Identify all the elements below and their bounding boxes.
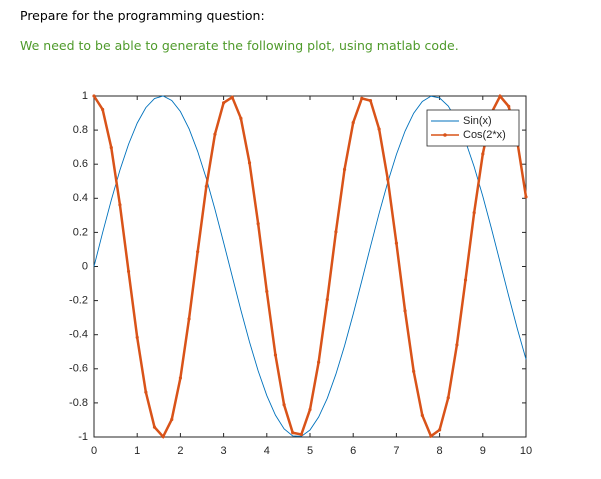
marker — [92, 94, 96, 98]
task-line: We need to be able to generate the follo… — [20, 38, 459, 53]
marker — [334, 230, 338, 234]
marker — [144, 390, 148, 394]
marker — [429, 434, 433, 438]
legend: Sin(x) Cos(2*x) — [426, 109, 520, 147]
y-tick-label: 0.2 — [73, 226, 88, 238]
x-tick-label: 7 — [393, 445, 399, 457]
marker — [351, 120, 355, 125]
marker — [178, 376, 182, 380]
marker — [170, 417, 174, 422]
marker — [498, 94, 502, 98]
marker — [101, 107, 105, 112]
marker — [342, 167, 347, 171]
legend-label: Sin(x) — [463, 115, 492, 127]
y-tick-label: -0.6 — [69, 363, 88, 375]
marker — [109, 146, 113, 150]
marker — [161, 435, 165, 439]
marker — [126, 269, 131, 274]
x-tick-label: 6 — [350, 445, 356, 457]
marker — [455, 343, 459, 347]
y-tick-label: 1 — [82, 90, 88, 102]
x-tick-label: 4 — [264, 445, 270, 457]
y-tick-label: -0.4 — [69, 329, 88, 341]
marker — [213, 132, 217, 136]
y-tick-label: -0.2 — [69, 295, 88, 307]
marker — [317, 360, 321, 364]
marker — [472, 211, 476, 215]
x-tick-label: 1 — [134, 445, 140, 457]
marker — [247, 161, 252, 165]
marker — [394, 241, 398, 245]
marker — [152, 425, 157, 429]
marker — [524, 195, 528, 199]
marker — [187, 317, 191, 321]
marker — [299, 432, 303, 437]
marker — [463, 278, 468, 282]
marker — [118, 203, 122, 207]
marker — [412, 369, 416, 373]
marker — [403, 309, 407, 313]
marker — [446, 396, 450, 400]
plot-area — [93, 95, 527, 438]
x-tick-label: 2 — [177, 445, 183, 457]
marker — [325, 297, 329, 302]
x-tick-label: 9 — [480, 445, 486, 457]
marker — [481, 152, 485, 156]
y-tick-label: -0.8 — [69, 397, 88, 409]
marker — [135, 335, 139, 340]
marker — [368, 99, 373, 103]
marker — [308, 407, 312, 412]
marker — [386, 177, 390, 181]
marker — [360, 96, 364, 100]
marker — [291, 431, 295, 435]
y-tick-label: 0.8 — [73, 124, 88, 136]
legend-label: Cos(2*x) — [463, 129, 506, 141]
legend-box — [426, 109, 520, 147]
y-tick-label: 0.4 — [73, 192, 88, 204]
marker — [230, 95, 234, 99]
marker — [196, 250, 200, 254]
x-tick-label: 0 — [91, 445, 97, 457]
y-tick-label: -1 — [78, 431, 88, 443]
x-tick-label: 10 — [520, 445, 532, 457]
legend-marker — [443, 133, 447, 137]
marker — [420, 413, 424, 417]
y-tick-label: 0 — [82, 260, 88, 272]
marker — [507, 104, 511, 109]
marker — [265, 289, 269, 293]
marker — [438, 428, 442, 432]
intro-line: Prepare for the programming question: — [20, 8, 265, 23]
x-tick-label: 3 — [221, 445, 227, 457]
marker — [222, 101, 226, 105]
marker — [204, 184, 208, 189]
y-tick-label: 0.6 — [73, 158, 88, 170]
marker — [239, 116, 243, 120]
x-tick-label: 8 — [437, 445, 443, 457]
marker — [377, 127, 381, 131]
marker — [256, 222, 260, 226]
marker — [273, 353, 278, 357]
marker — [282, 403, 286, 407]
x-tick-label: 5 — [307, 445, 313, 457]
